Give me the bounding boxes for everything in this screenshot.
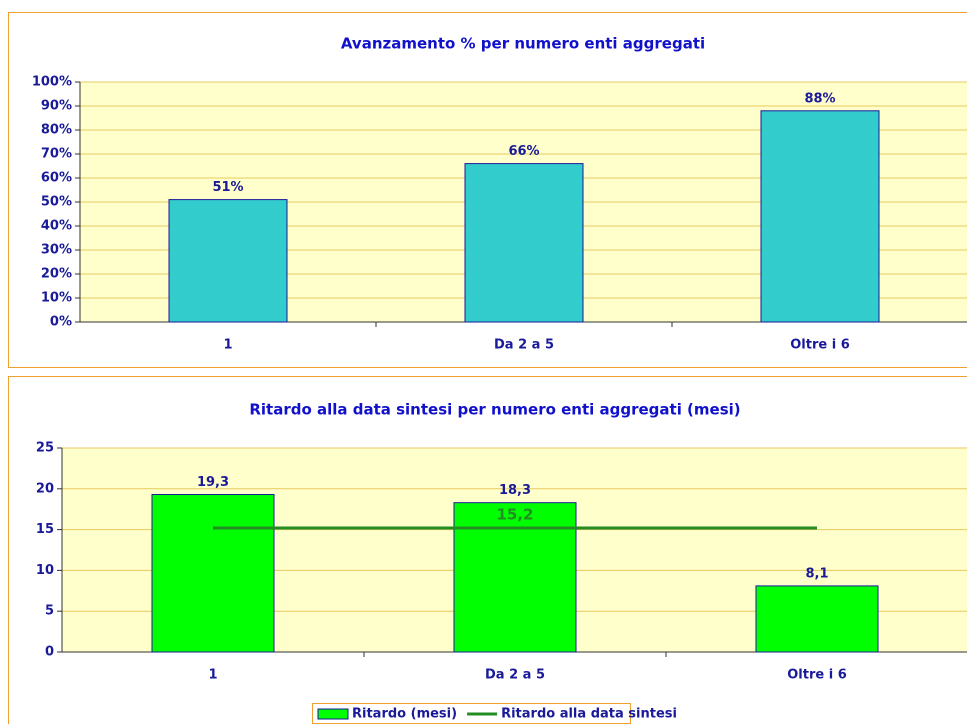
y-tick-label: 80% bbox=[41, 123, 72, 138]
data-label: 18,3 bbox=[499, 483, 531, 498]
x-tick-label: Da 2 a 5 bbox=[485, 668, 545, 683]
x-tick-label: 1 bbox=[208, 668, 217, 683]
chart-title: Avanzamento % per numero enti aggregati bbox=[341, 35, 705, 53]
legend-label: Ritardo alla data sintesi bbox=[501, 707, 677, 722]
data-label: 19,3 bbox=[197, 475, 229, 490]
bar bbox=[464, 163, 584, 323]
data-label: 8,1 bbox=[805, 566, 828, 581]
y-tick-label: 40% bbox=[41, 219, 72, 234]
bar bbox=[755, 585, 879, 653]
y-tick-label: 15 bbox=[36, 522, 54, 537]
y-tick-label: 10 bbox=[36, 563, 54, 578]
bar bbox=[453, 502, 577, 653]
bar bbox=[151, 494, 275, 653]
legend-label: Ritardo (mesi) bbox=[352, 707, 457, 722]
y-tick-label: 60% bbox=[41, 171, 72, 186]
y-tick-label: 0% bbox=[50, 315, 72, 330]
bar bbox=[760, 110, 880, 323]
y-tick-label: 30% bbox=[41, 243, 72, 258]
y-tick-label: 20% bbox=[41, 267, 72, 282]
x-tick-label: Da 2 a 5 bbox=[494, 338, 554, 353]
bar bbox=[168, 199, 288, 323]
data-label: 51% bbox=[212, 180, 243, 195]
legend-swatch bbox=[317, 708, 349, 720]
y-tick-label: 50% bbox=[41, 195, 72, 210]
x-tick-label: 1 bbox=[223, 338, 232, 353]
x-tick-label: Oltre i 6 bbox=[787, 668, 847, 683]
y-tick-label: 5 bbox=[45, 604, 54, 619]
y-tick-label: 90% bbox=[41, 99, 72, 114]
y-tick-label: 10% bbox=[41, 291, 72, 306]
y-tick-label: 70% bbox=[41, 147, 72, 162]
y-tick-label: 0 bbox=[45, 645, 54, 660]
chart-title: Ritardo alla data sintesi per numero ent… bbox=[249, 401, 740, 419]
y-tick-label: 100% bbox=[32, 75, 72, 90]
data-label: 88% bbox=[804, 91, 835, 106]
y-tick-label: 20 bbox=[36, 481, 54, 496]
x-tick-label: Oltre i 6 bbox=[790, 338, 850, 353]
data-label: 15,2 bbox=[496, 505, 533, 523]
data-label: 66% bbox=[508, 144, 539, 159]
y-tick-label: 25 bbox=[36, 441, 54, 456]
